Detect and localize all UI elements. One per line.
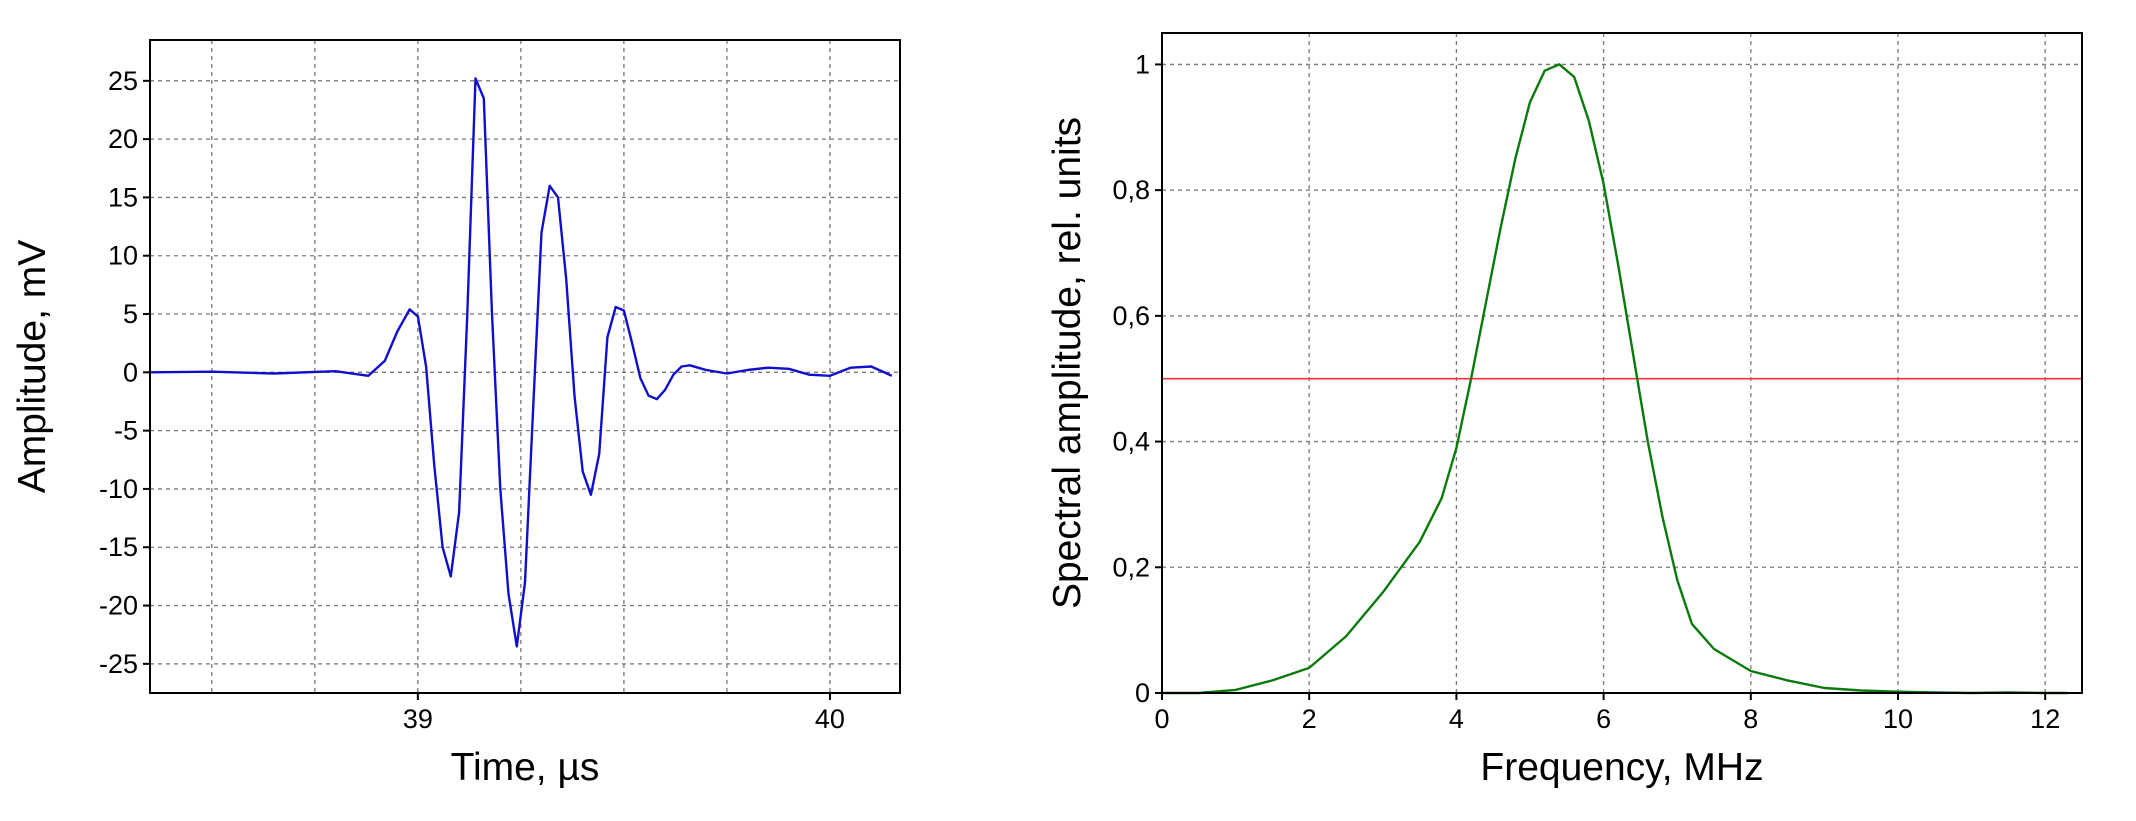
wave-ytick-label: 25 xyxy=(108,66,138,96)
spectrum-ytick-label: 0,8 xyxy=(1112,175,1150,205)
spectrum-ytick-label: 1 xyxy=(1135,49,1150,79)
spectrum-xtick-label: 6 xyxy=(1596,704,1611,734)
wave-yaxis-label: Amplitude, mV xyxy=(11,240,54,494)
wave-ytick-label: 0 xyxy=(123,357,138,387)
spectrum-xtick-label: 12 xyxy=(2030,704,2060,734)
wave-series-line xyxy=(149,77,893,648)
spectrum-xtick-label: 10 xyxy=(1883,704,1913,734)
spectrum-ytick-label: 0 xyxy=(1135,678,1150,708)
spectrum-xaxis-label: Frequency, MHz xyxy=(1480,746,1763,789)
wave-xaxis-label: Time, µs xyxy=(451,746,600,789)
spectrum-xtick-label: 0 xyxy=(1154,704,1169,734)
wave-xtick-label: 40 xyxy=(815,704,845,734)
spectrum-plot-frame xyxy=(1161,32,2083,694)
wave-ytick-label: -10 xyxy=(99,474,138,504)
wave-ytick-label: -25 xyxy=(99,649,138,679)
wave-ytick-label: 20 xyxy=(108,124,138,154)
spectrum-yaxis-label: Spectral amplitude, rel. units xyxy=(1046,117,1089,609)
wave-ytick-label: 5 xyxy=(123,299,138,329)
wave-ytick-label: 15 xyxy=(108,182,138,212)
spectrum-ytick-label: 0,4 xyxy=(1112,427,1150,457)
waveform-chart: 25 20 15 10 5 0 -5 -10 -15 -20 -25 39 40 Time, µs Ampl… xyxy=(11,39,901,789)
wave-ytick-label: -20 xyxy=(99,591,138,621)
spectrum-xtick-label: 2 xyxy=(1302,704,1317,734)
spectrum-ytick-label: 0,6 xyxy=(1112,301,1150,331)
spectrum-series-line xyxy=(1162,63,2068,695)
wave-ytick-label: -15 xyxy=(99,532,138,562)
spectrum-ytick-label: 0,2 xyxy=(1112,552,1150,582)
wave-ytick-label: 10 xyxy=(108,241,138,271)
wave-xtick-label: 39 xyxy=(403,704,433,734)
wave-plot-frame xyxy=(149,39,901,694)
spectrum-xtick-label: 8 xyxy=(1743,704,1758,734)
spectrum-xtick-label: 4 xyxy=(1449,704,1464,734)
wave-ytick-label: -5 xyxy=(114,416,138,446)
